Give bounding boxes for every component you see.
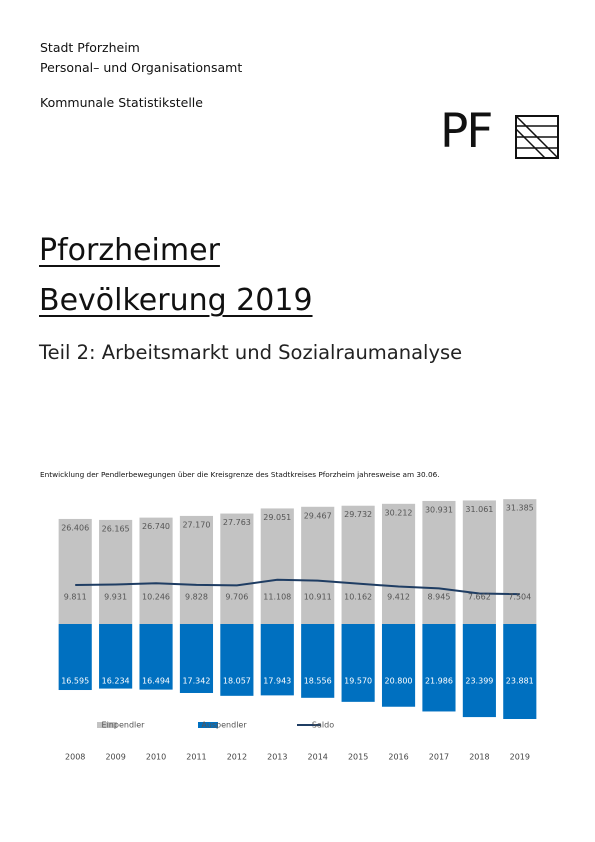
data-label: 16.494 <box>142 677 170 686</box>
bar <box>139 517 173 624</box>
x-tick-label: 2016 <box>388 753 408 762</box>
bar <box>462 624 496 718</box>
x-tick-label: 2019 <box>510 753 530 762</box>
data-label: 31.385 <box>506 504 534 513</box>
data-label: 11.108 <box>263 593 291 602</box>
legend-swatch <box>198 722 218 728</box>
data-label: 9.706 <box>225 593 248 602</box>
x-tick-label: 2008 <box>65 753 85 762</box>
data-label: 26.406 <box>61 523 89 532</box>
bar <box>381 503 416 624</box>
bar <box>99 624 133 689</box>
bar <box>422 500 456 624</box>
title-line: Pforzheimer <box>39 233 220 268</box>
bar <box>260 624 294 696</box>
bar <box>58 624 92 691</box>
data-label: 9.931 <box>104 593 127 602</box>
bar <box>381 624 416 707</box>
bar <box>99 519 133 624</box>
legend-label: Einpendler <box>102 721 146 730</box>
data-label: 26.740 <box>142 522 170 531</box>
subtitle: Teil 2: Arbeitsmarkt und Sozialraumanaly… <box>39 341 463 364</box>
data-label: 23.881 <box>506 677 534 686</box>
data-label: 29.051 <box>263 513 291 522</box>
bar <box>58 518 92 624</box>
data-label: 17.943 <box>263 677 291 686</box>
bar <box>220 513 254 624</box>
data-label: 7.504 <box>508 593 531 602</box>
bar <box>179 624 214 693</box>
x-tick-label: 2010 <box>146 753 166 762</box>
data-label: 18.556 <box>304 677 332 686</box>
data-label: 9.828 <box>185 593 208 602</box>
x-tick-label: 2015 <box>348 753 368 762</box>
data-label: 30.931 <box>425 505 453 514</box>
bar <box>260 508 294 624</box>
data-label: 31.061 <box>465 505 493 514</box>
data-label: 21.986 <box>425 677 453 686</box>
data-label: 10.162 <box>344 593 372 602</box>
data-label: 29.467 <box>304 511 332 520</box>
saldo-line <box>75 578 520 596</box>
header-line: Stadt Pforzheim <box>40 40 140 55</box>
bar <box>220 624 254 696</box>
bar <box>301 506 335 624</box>
x-tick-label: 2012 <box>227 753 247 762</box>
data-label: 7.662 <box>468 593 491 602</box>
data-label: 10.246 <box>142 593 170 602</box>
header-line: Kommunale Statistikstelle <box>40 95 203 110</box>
bar <box>301 624 335 698</box>
data-label: 16.595 <box>61 677 89 686</box>
x-tick-label: 2011 <box>186 753 206 762</box>
chart: 26.406 26.165 26.740 27.170 27.763 29.051 29.4… <box>58 499 537 762</box>
data-label: 17.342 <box>182 677 210 686</box>
bar <box>179 515 214 624</box>
data-label: 29.732 <box>344 510 372 519</box>
bar <box>503 499 537 624</box>
bar <box>341 624 375 702</box>
data-label: 19.570 <box>344 677 372 686</box>
data-label: 27.170 <box>182 520 210 529</box>
x-tick-label: 2017 <box>429 753 449 762</box>
chart-title: Entwicklung der Pendlerbewegungen über d… <box>40 470 440 479</box>
logo-icon <box>515 115 559 159</box>
x-tick-label: 2009 <box>105 753 125 762</box>
x-tick-label: 2014 <box>308 753 328 762</box>
header-line: Personal– und Organisationsamt <box>40 60 243 75</box>
legend-label: Auspendler <box>201 721 247 730</box>
bar <box>341 505 375 624</box>
data-label: 8.945 <box>428 593 451 602</box>
data-label: 20.800 <box>385 677 413 686</box>
bar <box>462 500 496 624</box>
logo-text: PF <box>440 104 493 159</box>
data-label: 9.811 <box>64 593 87 602</box>
data-label: 18.057 <box>223 677 251 686</box>
data-label: 16.234 <box>102 677 130 686</box>
data-label: 26.165 <box>102 524 130 533</box>
legend-swatch <box>97 722 117 728</box>
bar <box>422 624 456 712</box>
data-label: 23.399 <box>465 677 493 686</box>
x-tick-label: 2013 <box>267 753 287 762</box>
data-label: 10.911 <box>304 593 332 602</box>
data-label: 9.412 <box>387 593 410 602</box>
legend-label: Saldo <box>312 721 334 730</box>
data-label: 27.763 <box>223 518 251 527</box>
x-tick-label: 2018 <box>469 753 489 762</box>
bar <box>139 624 173 690</box>
title-line: Bevölkerung 2019 <box>39 283 313 318</box>
data-label: 30.212 <box>385 508 413 517</box>
bar <box>503 624 537 719</box>
